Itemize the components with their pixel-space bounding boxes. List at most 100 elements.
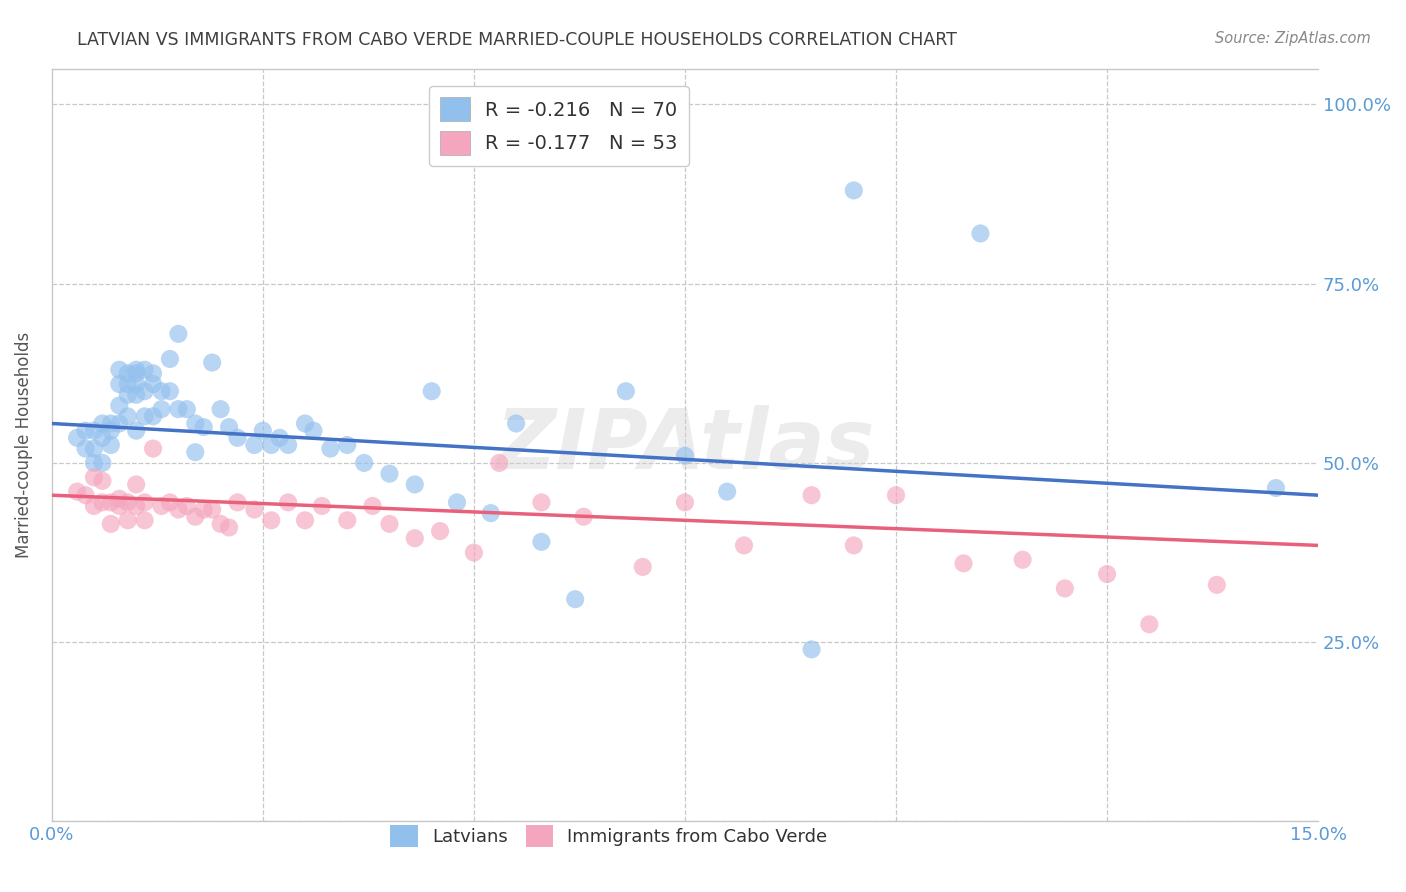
Point xyxy=(218,520,240,534)
Point xyxy=(226,431,249,445)
Point xyxy=(1205,578,1227,592)
Text: LATVIAN VS IMMIGRANTS FROM CABO VERDE MARRIED-COUPLE HOUSEHOLDS CORRELATION CHAR: LATVIAN VS IMMIGRANTS FROM CABO VERDE MA… xyxy=(77,31,957,49)
Text: N =: N = xyxy=(550,140,606,159)
Point xyxy=(269,431,291,445)
Point xyxy=(142,409,165,424)
Point xyxy=(673,495,696,509)
Point xyxy=(108,417,131,431)
Point xyxy=(125,424,148,438)
Point xyxy=(1137,617,1160,632)
Point xyxy=(302,424,325,438)
Point xyxy=(66,431,89,445)
Point xyxy=(117,495,139,509)
Point xyxy=(75,488,97,502)
Point xyxy=(404,477,426,491)
Point xyxy=(800,642,823,657)
Point xyxy=(100,438,122,452)
Point xyxy=(733,538,755,552)
Point xyxy=(952,557,974,571)
Text: R =: R = xyxy=(451,103,494,121)
Point xyxy=(125,499,148,513)
Point xyxy=(134,384,156,399)
Point xyxy=(1264,481,1286,495)
Point xyxy=(631,560,654,574)
Point xyxy=(336,438,359,452)
Point xyxy=(108,362,131,376)
Point xyxy=(117,513,139,527)
Point xyxy=(134,513,156,527)
Point xyxy=(167,502,190,516)
Point xyxy=(673,449,696,463)
Point xyxy=(530,534,553,549)
Point xyxy=(193,420,215,434)
Point xyxy=(404,531,426,545)
Point xyxy=(108,399,131,413)
Point xyxy=(83,499,105,513)
Point xyxy=(209,516,232,531)
Point xyxy=(66,484,89,499)
Point xyxy=(142,366,165,380)
Point xyxy=(125,366,148,380)
Point xyxy=(800,488,823,502)
Point xyxy=(134,409,156,424)
Point xyxy=(142,442,165,456)
Point xyxy=(159,384,181,399)
Point xyxy=(277,438,299,452)
Point xyxy=(75,424,97,438)
Point xyxy=(100,495,122,509)
Point xyxy=(91,495,114,509)
Point xyxy=(184,509,207,524)
Point xyxy=(117,366,139,380)
Point xyxy=(91,417,114,431)
Point xyxy=(1053,582,1076,596)
Legend: Latvians, Immigrants from Cabo Verde: Latvians, Immigrants from Cabo Verde xyxy=(384,817,835,854)
Point xyxy=(125,377,148,392)
Point xyxy=(378,467,401,481)
Y-axis label: Married-couple Households: Married-couple Households xyxy=(15,332,32,558)
Point xyxy=(117,377,139,392)
Point xyxy=(1011,553,1033,567)
Point xyxy=(260,438,283,452)
Point xyxy=(294,417,316,431)
Point xyxy=(142,377,165,392)
Point xyxy=(184,445,207,459)
Point xyxy=(117,388,139,402)
Point xyxy=(842,538,865,552)
Point xyxy=(277,495,299,509)
Point xyxy=(91,474,114,488)
Point xyxy=(311,499,333,513)
Point xyxy=(125,388,148,402)
Point xyxy=(167,402,190,417)
Point xyxy=(614,384,637,399)
Text: 53: 53 xyxy=(583,140,610,159)
Point xyxy=(969,227,991,241)
Point xyxy=(91,456,114,470)
Point xyxy=(159,351,181,366)
Point xyxy=(83,424,105,438)
Point xyxy=(134,495,156,509)
Point xyxy=(353,456,375,470)
Point xyxy=(884,488,907,502)
Point xyxy=(420,384,443,399)
Point xyxy=(150,499,173,513)
Point xyxy=(260,513,283,527)
Point xyxy=(108,491,131,506)
Point xyxy=(842,183,865,197)
Point xyxy=(716,484,738,499)
Point xyxy=(294,513,316,527)
Point xyxy=(201,355,224,369)
Point xyxy=(100,417,122,431)
Point xyxy=(100,516,122,531)
Point xyxy=(319,442,342,456)
Point xyxy=(108,377,131,392)
Point xyxy=(193,502,215,516)
Point xyxy=(252,424,274,438)
Point xyxy=(184,417,207,431)
Point xyxy=(134,362,156,376)
Point xyxy=(361,499,384,513)
Point xyxy=(83,456,105,470)
Point xyxy=(201,502,224,516)
Point xyxy=(125,362,148,376)
Point xyxy=(226,495,249,509)
Point xyxy=(83,442,105,456)
